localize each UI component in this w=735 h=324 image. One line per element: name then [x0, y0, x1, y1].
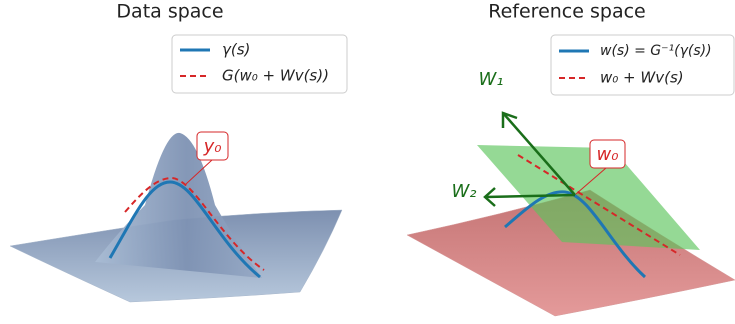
point-label: y₀: [203, 136, 222, 157]
legend-entry: w(s) = G⁻¹(γ(s)): [600, 43, 712, 59]
arrow-label: W₂: [451, 181, 476, 202]
figure: Data space y₀ γ(s) G(w₀ + Wv(s)) Referen…: [0, 0, 735, 324]
panel-title: Data space: [116, 1, 223, 23]
page: {"panels": [ {"title": "Data space", "le…: [0, 0, 735, 324]
point-label: w₀: [597, 144, 619, 165]
panel-title: Reference space: [488, 1, 645, 23]
legend-entry: γ(s): [222, 41, 250, 59]
arrow-label: W₁: [478, 69, 503, 90]
legend-entry: G(w₀ + Wv(s)): [222, 67, 329, 85]
legend-entry: w₀ + Wv(s): [600, 69, 684, 87]
